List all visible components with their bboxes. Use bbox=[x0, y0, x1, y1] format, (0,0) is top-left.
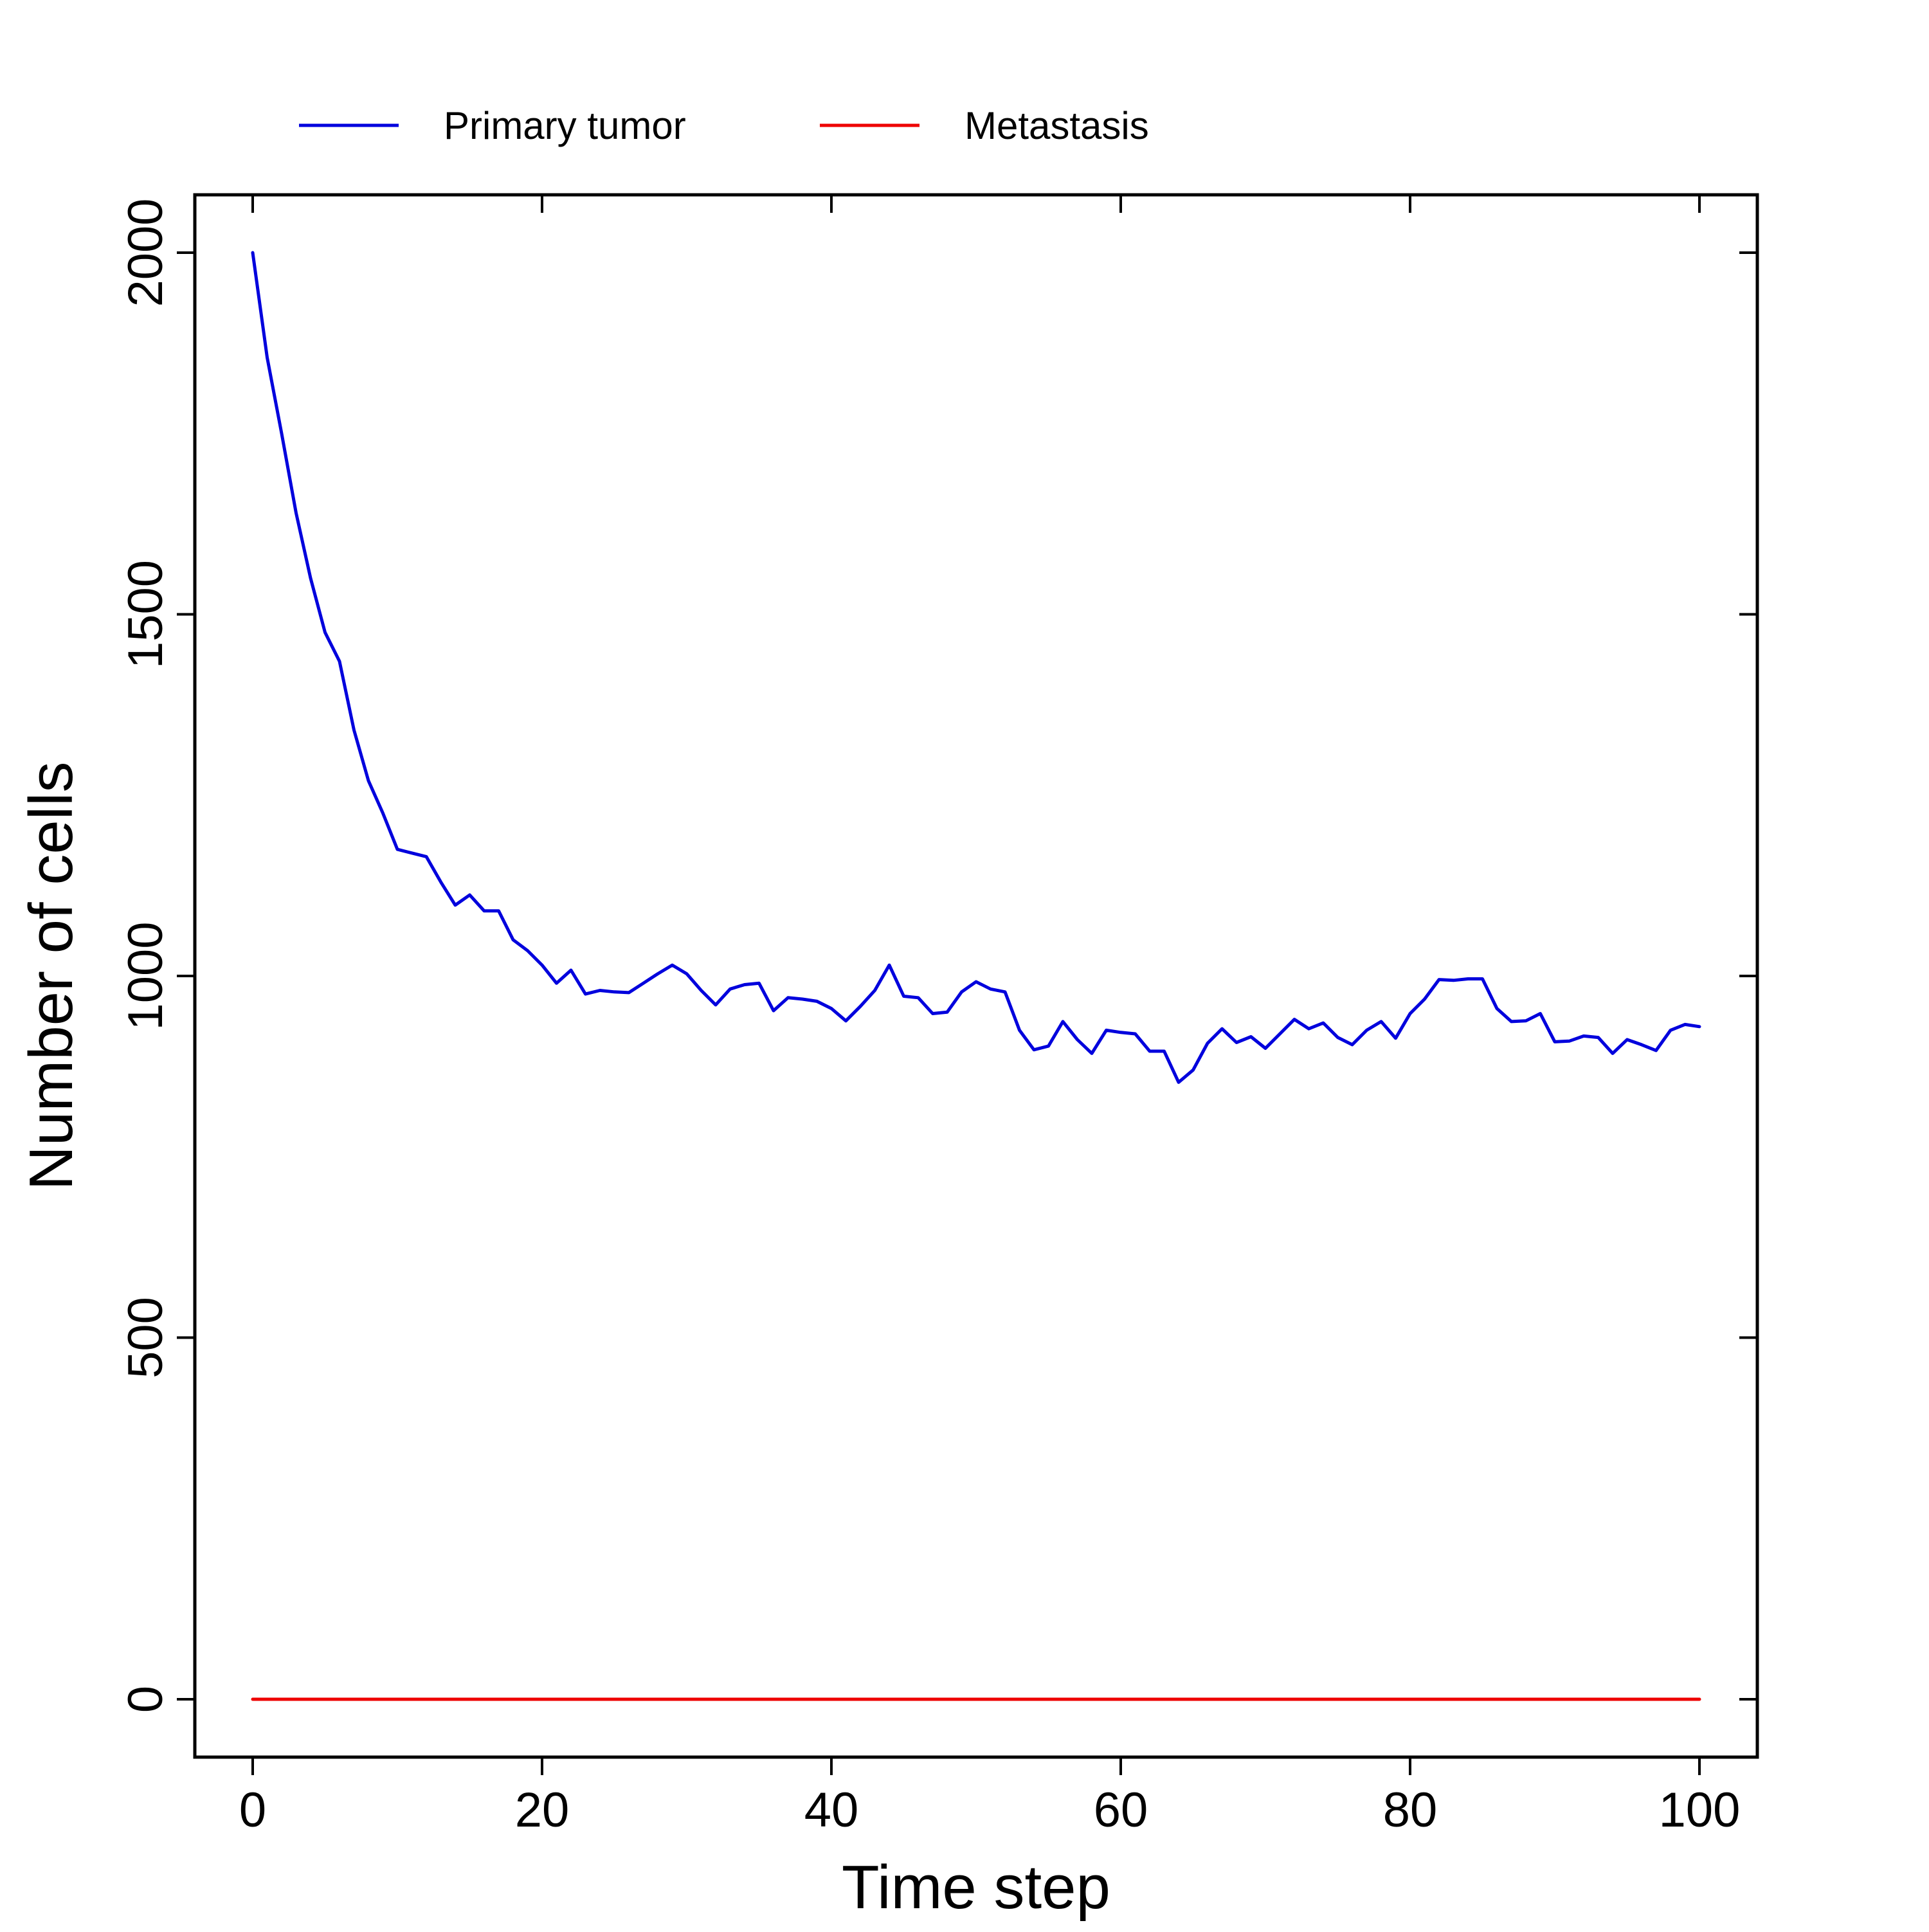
y-tick-label: 2000 bbox=[118, 198, 173, 307]
legend-label-primary-tumor: Primary tumor bbox=[444, 104, 686, 147]
y-tick-label: 0 bbox=[118, 1686, 173, 1713]
x-axis-title: Time step bbox=[842, 1853, 1110, 1922]
y-tick-label: 1000 bbox=[118, 921, 173, 1030]
x-tick-label: 0 bbox=[239, 1783, 266, 1837]
x-tick-label: 20 bbox=[515, 1783, 570, 1837]
x-tick-label: 80 bbox=[1383, 1783, 1438, 1837]
series-layer bbox=[251, 251, 1701, 1701]
y-tick-label: 500 bbox=[118, 1297, 173, 1378]
plot-frame bbox=[193, 193, 1759, 1759]
series-line-primary-tumor bbox=[251, 251, 1701, 1084]
y-axis-title: Number of cells bbox=[17, 762, 86, 1191]
x-axis: 0 20 40 60 80 100 bbox=[239, 195, 1741, 1837]
y-axis: 0 500 1000 1500 2000 bbox=[118, 198, 1757, 1713]
legend: Primary tumor Metastasis bbox=[299, 104, 1149, 147]
x-tick-label: 100 bbox=[1659, 1783, 1741, 1837]
y-tick-label: 1500 bbox=[118, 560, 173, 669]
legend-label-metastasis: Metastasis bbox=[964, 104, 1149, 147]
x-tick-label: 40 bbox=[804, 1783, 859, 1837]
x-tick-label: 60 bbox=[1094, 1783, 1148, 1837]
